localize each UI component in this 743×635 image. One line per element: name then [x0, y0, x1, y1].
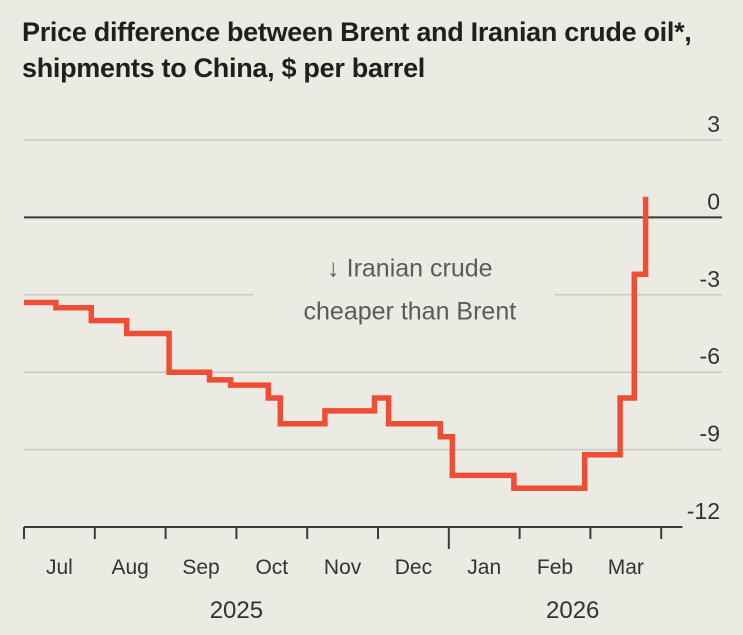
year-label: 2026: [546, 597, 599, 624]
x-tick-label: Mar: [608, 556, 644, 579]
y-tick-label: -3: [700, 266, 720, 292]
year-label: 2025: [210, 597, 263, 624]
chart-title: Price difference between Brent and Irani…: [22, 17, 692, 83]
annotation-group: ↓ Iranian crude cheaper than Brent: [304, 255, 517, 326]
y-tick-label: -12: [687, 498, 720, 524]
x-tick-label: Oct: [255, 556, 288, 579]
y-axis: 3 0 -3 -6 -9 -12: [687, 111, 720, 524]
x-tick-label: Sep: [182, 556, 219, 579]
series-layer: [24, 196, 649, 492]
x-tick-label: Aug: [112, 556, 149, 579]
x-axis: Jul Aug Sep Oct Nov Dec Jan Feb Mar 2025 2026: [23, 526, 683, 624]
annotation-line-2: cheaper than Brent: [304, 297, 517, 325]
y-tick-label: 3: [707, 111, 720, 137]
x-tick-label: Nov: [324, 556, 362, 579]
y-tick-label: -9: [700, 421, 720, 447]
annotation-mask: [253, 290, 555, 299]
annotation-line-1: ↓ Iranian crude: [327, 255, 492, 283]
y-tick-label: -6: [700, 343, 720, 369]
x-tick-label: Jul: [46, 556, 73, 579]
series-line: [24, 196, 649, 492]
x-tick-label: Feb: [537, 556, 573, 579]
gridlines: [24, 139, 722, 451]
y-tick-label: 0: [707, 188, 720, 214]
x-tick-label: Dec: [395, 556, 432, 579]
x-tick-label: Jan: [467, 556, 501, 579]
